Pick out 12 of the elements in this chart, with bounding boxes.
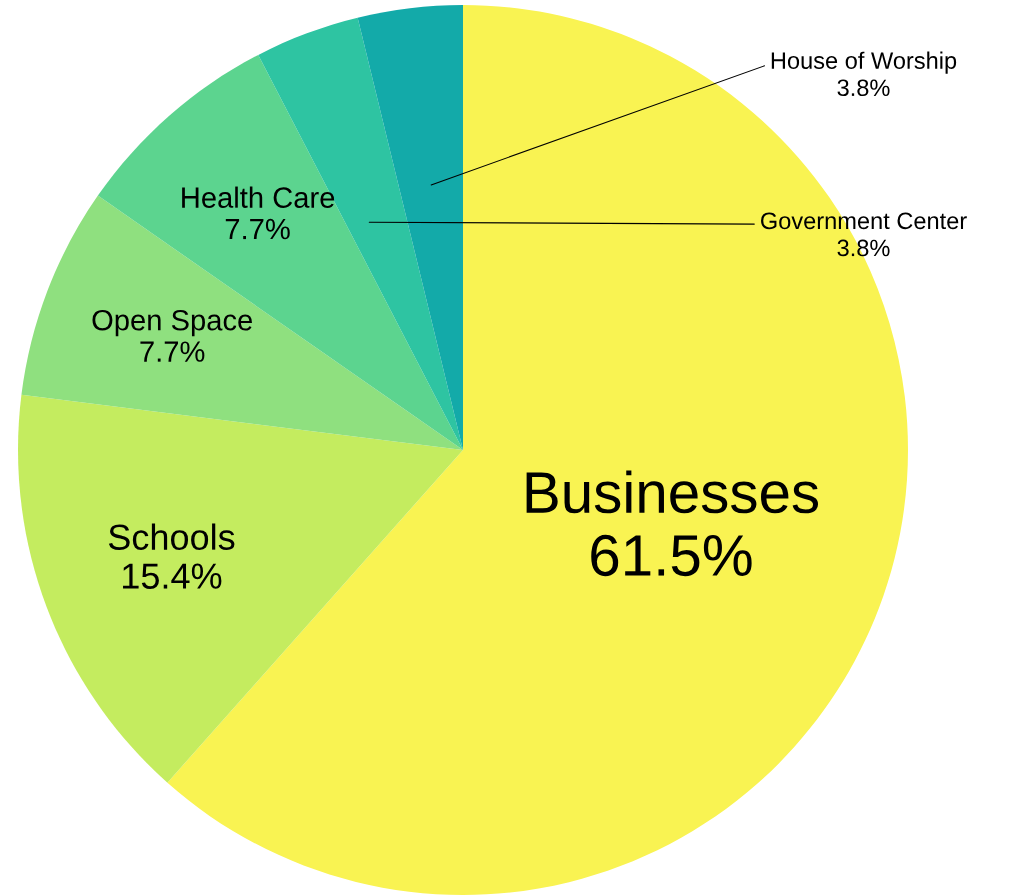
pie-slice [18, 394, 463, 783]
data-label: 7.7% [225, 218, 290, 240]
data-label: 3.8% [837, 79, 890, 97]
pie-slice [357, 5, 463, 450]
data-label: 61.5% [591, 534, 752, 577]
slice-label: Open Space [92, 309, 252, 337]
data-label: 7.7% [140, 341, 205, 362]
slice-label: House of Worship [771, 51, 957, 74]
slice-label: Schools [108, 523, 235, 550]
slice-label: Health Care [182, 186, 335, 208]
data-label: 15.4% [123, 563, 222, 589]
slice-label: Businesses [526, 470, 819, 514]
